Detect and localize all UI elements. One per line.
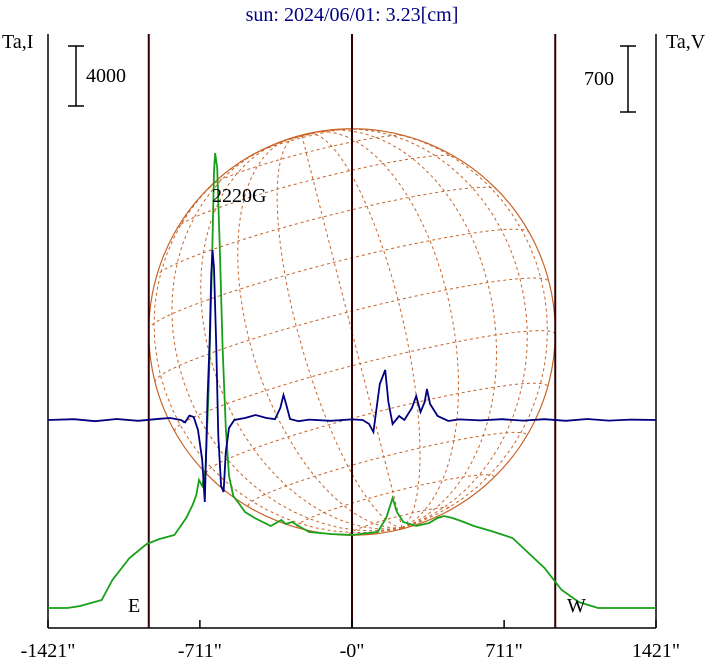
x-tick-marks xyxy=(47,620,657,628)
longitude-line xyxy=(301,128,528,529)
latitude-line xyxy=(348,506,452,535)
left-scale-bar xyxy=(68,45,84,107)
latitude-line xyxy=(155,186,498,278)
polarization-line xyxy=(47,249,657,503)
longitude-line xyxy=(301,132,421,529)
longitude-line xyxy=(276,135,403,529)
x-tick-label: -0" xyxy=(340,640,365,662)
x-tick-label: -711" xyxy=(178,640,222,662)
right-scale-label: 700 xyxy=(584,68,614,90)
left-axis-label: Ta,I xyxy=(2,31,33,53)
longitude-line xyxy=(301,128,548,529)
longitude-line xyxy=(171,135,403,532)
longitude-line xyxy=(301,131,460,529)
x-tick-labels: -1421" -711" -0" 711" 1421" xyxy=(21,640,681,662)
longitude-line xyxy=(301,134,403,529)
west-label: W xyxy=(567,595,586,617)
longitude-line xyxy=(153,135,403,533)
right-scale-bar xyxy=(620,45,636,113)
x-tick-label: 711" xyxy=(485,640,522,662)
latitude-line xyxy=(209,134,408,188)
chart-title: sun: 2024/06/01: 3.23[cm] xyxy=(246,4,459,26)
east-label: E xyxy=(128,595,140,617)
solar-disk-grid xyxy=(148,128,556,536)
latitude-line xyxy=(252,128,355,156)
limb-lines xyxy=(147,34,557,628)
left-scale-label: 4000 xyxy=(86,65,126,87)
intensity-line xyxy=(48,152,656,609)
right-axis-label: Ta,V xyxy=(666,31,706,53)
field-strength-annotation: 2220G xyxy=(212,185,266,207)
latitude-line xyxy=(148,228,530,330)
latitude-line xyxy=(176,154,457,230)
x-tick-label: 1421" xyxy=(632,640,680,662)
longitude-line xyxy=(301,129,498,529)
x-tick-label: -1421" xyxy=(21,640,76,662)
